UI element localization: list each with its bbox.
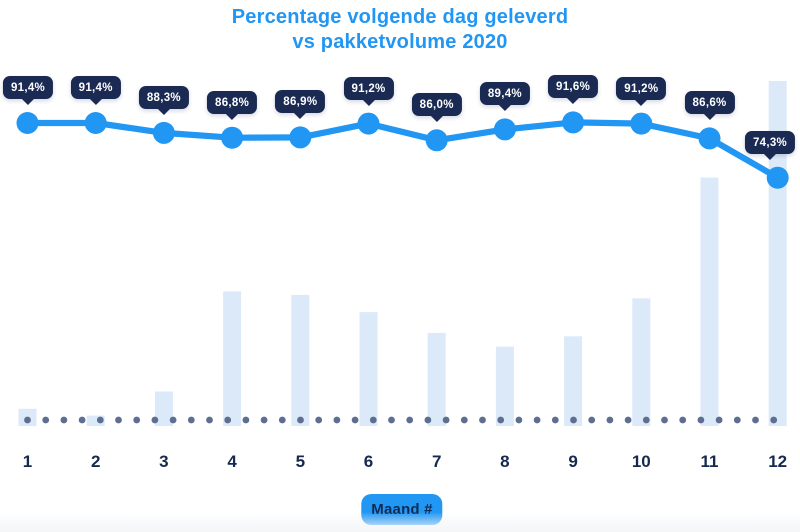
volume-bar[interactable] xyxy=(632,298,651,427)
x-tick-label: 6 xyxy=(363,452,374,471)
chart-title-line1: Percentage volgende dag geleverd xyxy=(231,6,569,28)
data-label-tooltip: 86,9% xyxy=(275,90,326,114)
dotted-baseline xyxy=(24,416,778,424)
data-label-tooltip: 86,0% xyxy=(411,93,462,117)
data-point-marker[interactable] xyxy=(493,118,516,141)
footer-strip xyxy=(0,512,800,532)
x-tick-label: 2 xyxy=(90,452,101,471)
volume-bar[interactable] xyxy=(359,312,378,426)
data-point-marker[interactable] xyxy=(84,112,107,134)
data-point-marker[interactable] xyxy=(630,112,653,135)
volume-bar[interactable] xyxy=(223,291,242,426)
data-point-marker[interactable] xyxy=(152,121,175,144)
data-label-tooltip: 88,3% xyxy=(138,85,189,109)
volume-bar[interactable] xyxy=(564,336,583,426)
x-tick-label: 4 xyxy=(227,452,237,471)
x-tick-label: 12 xyxy=(768,452,788,471)
volume-bar[interactable] xyxy=(154,391,173,427)
data-label-tooltip: 91,2% xyxy=(616,76,667,100)
volume-bar[interactable] xyxy=(495,346,514,426)
percentage-line xyxy=(24,119,781,181)
volume-bar[interactable] xyxy=(700,177,719,426)
data-label-tooltip: 91,2% xyxy=(343,76,394,100)
data-point-marker[interactable] xyxy=(289,126,312,149)
chart-title: Percentage volgende dag geleverd vs pakk… xyxy=(0,5,800,55)
x-tick-label: 7 xyxy=(431,452,442,471)
data-label-tooltip: 91,6% xyxy=(548,75,599,99)
volume-bar[interactable] xyxy=(86,415,105,426)
x-tick-label: 3 xyxy=(159,452,169,471)
data-point-marker[interactable] xyxy=(16,112,39,134)
data-label-tooltip: 74,3% xyxy=(744,130,796,154)
x-tick-label: 5 xyxy=(295,452,306,471)
data-point-marker[interactable] xyxy=(562,111,585,134)
x-tick-label: 10 xyxy=(631,452,651,471)
data-point-marker[interactable] xyxy=(425,129,448,152)
volume-bar[interactable] xyxy=(768,81,787,426)
data-point-marker[interactable] xyxy=(766,166,789,189)
data-label-tooltip: 86,6% xyxy=(684,91,735,115)
x-tick-label: 8 xyxy=(500,452,510,471)
data-point-marker[interactable] xyxy=(698,127,721,150)
x-tick-label: 9 xyxy=(568,452,578,471)
data-label-tooltip: 91,4% xyxy=(2,76,54,99)
volume-bar[interactable] xyxy=(427,332,446,427)
data-label-tooltip: 91,4% xyxy=(70,76,121,99)
x-tick-label: 1 xyxy=(22,452,33,471)
x-tick-label: 11 xyxy=(700,452,719,471)
data-point-marker[interactable] xyxy=(221,126,244,149)
chart-title-line2: vs pakketvolume 2020 xyxy=(292,31,508,53)
data-label-tooltip: 89,4% xyxy=(479,82,530,106)
volume-bar[interactable] xyxy=(291,294,310,426)
plot-area xyxy=(16,81,789,427)
data-point-marker[interactable] xyxy=(357,112,380,135)
data-label-tooltip: 86,8% xyxy=(207,90,258,114)
